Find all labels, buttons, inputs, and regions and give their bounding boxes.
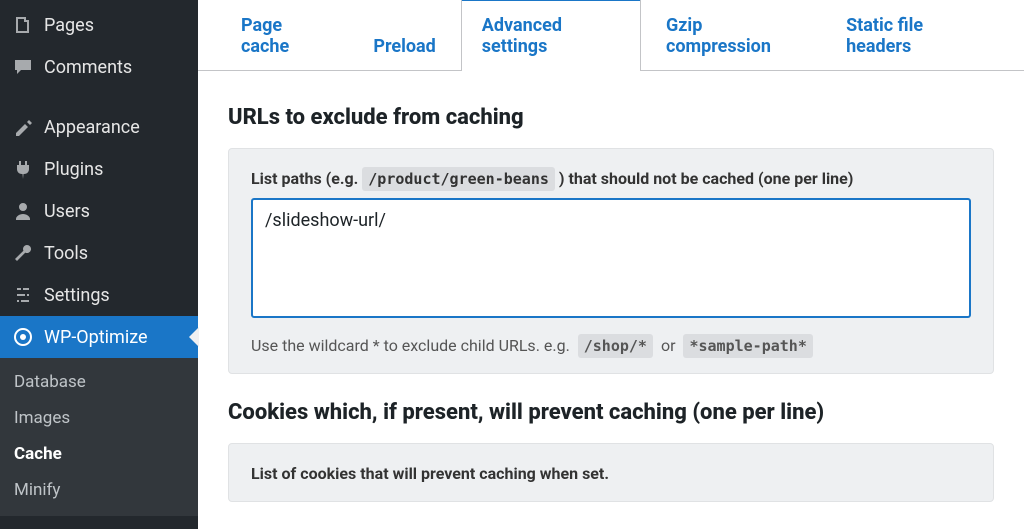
sidebar-item-label: Tools (44, 243, 88, 264)
sidebar-item-users[interactable]: Users (0, 190, 198, 232)
sidebar-item-settings[interactable]: Settings (0, 274, 198, 316)
tab-content: URLs to exclude from caching List paths … (198, 71, 1024, 502)
users-icon (12, 200, 34, 222)
section-title-cookies: Cookies which, if present, will prevent … (228, 400, 994, 425)
label-text: List paths (e.g. (251, 169, 362, 188)
sidebar-item-label: WP-Optimize (44, 327, 148, 348)
sidebar-item-tools[interactable]: Tools (0, 232, 198, 274)
main-panel: Page cache Preload Advanced settings Gzi… (198, 0, 1024, 529)
hint-text: Use the wildcard * to exclude child URLs… (251, 336, 574, 355)
label-text: ) that should not be cached (one per lin… (559, 169, 854, 188)
panel-cookies: List of cookies that will prevent cachin… (228, 443, 994, 502)
tab-advanced-settings[interactable]: Advanced settings (461, 0, 641, 71)
submenu-item-cache[interactable]: Cache (0, 436, 198, 472)
sidebar-item-plugins[interactable]: Plugins (0, 148, 198, 190)
sidebar-item-label: Comments (44, 57, 132, 78)
example-path-code: /product/green-beans (362, 167, 555, 191)
tab-preload[interactable]: Preload (352, 21, 456, 71)
settings-icon (12, 284, 34, 306)
admin-sidebar: Pages Comments Appearance Plugins Users … (0, 0, 198, 529)
sidebar-item-label: Pages (44, 15, 94, 36)
panel-label-cookies: List of cookies that will prevent cachin… (251, 464, 971, 483)
plugins-icon (12, 158, 34, 180)
wildcard-hint: Use the wildcard * to exclude child URLs… (251, 336, 971, 355)
hint-text: or (661, 336, 680, 355)
wildcard-example-2: *sample-path* (683, 334, 812, 358)
submenu-item-images[interactable]: Images (0, 400, 198, 436)
sidebar-item-label: Settings (44, 285, 110, 306)
sidebar-item-label: Users (44, 201, 90, 222)
section-title-urls: URLs to exclude from caching (228, 105, 994, 130)
wildcard-example-1: /shop/* (578, 334, 653, 358)
sidebar-item-pages[interactable]: Pages (0, 4, 198, 46)
tabs-bar: Page cache Preload Advanced settings Gzi… (198, 0, 1024, 70)
submenu-item-database[interactable]: Database (0, 364, 198, 400)
exclude-urls-textarea[interactable] (251, 198, 971, 318)
wpo-icon (12, 326, 34, 348)
tools-icon (12, 242, 34, 264)
sidebar-submenu: Database Images Cache Minify (0, 358, 198, 516)
sidebar-item-comments[interactable]: Comments (0, 46, 198, 88)
comments-icon (12, 56, 34, 78)
tab-gzip-compression[interactable]: Gzip compression (645, 0, 821, 71)
sidebar-item-wp-optimize[interactable]: WP-Optimize (0, 316, 198, 358)
appearance-icon (12, 116, 34, 138)
panel-urls-exclude: List paths (e.g. /product/green-beans ) … (228, 148, 994, 374)
sidebar-item-label: Plugins (44, 159, 103, 180)
tab-page-cache[interactable]: Page cache (220, 0, 348, 71)
pages-icon (12, 14, 34, 36)
submenu-item-minify[interactable]: Minify (0, 472, 198, 508)
tab-static-file-headers[interactable]: Static file headers (825, 0, 1002, 71)
sidebar-item-appearance[interactable]: Appearance (0, 106, 198, 148)
panel-label-urls: List paths (e.g. /product/green-beans ) … (251, 169, 971, 188)
sidebar-item-label: Appearance (44, 117, 140, 138)
